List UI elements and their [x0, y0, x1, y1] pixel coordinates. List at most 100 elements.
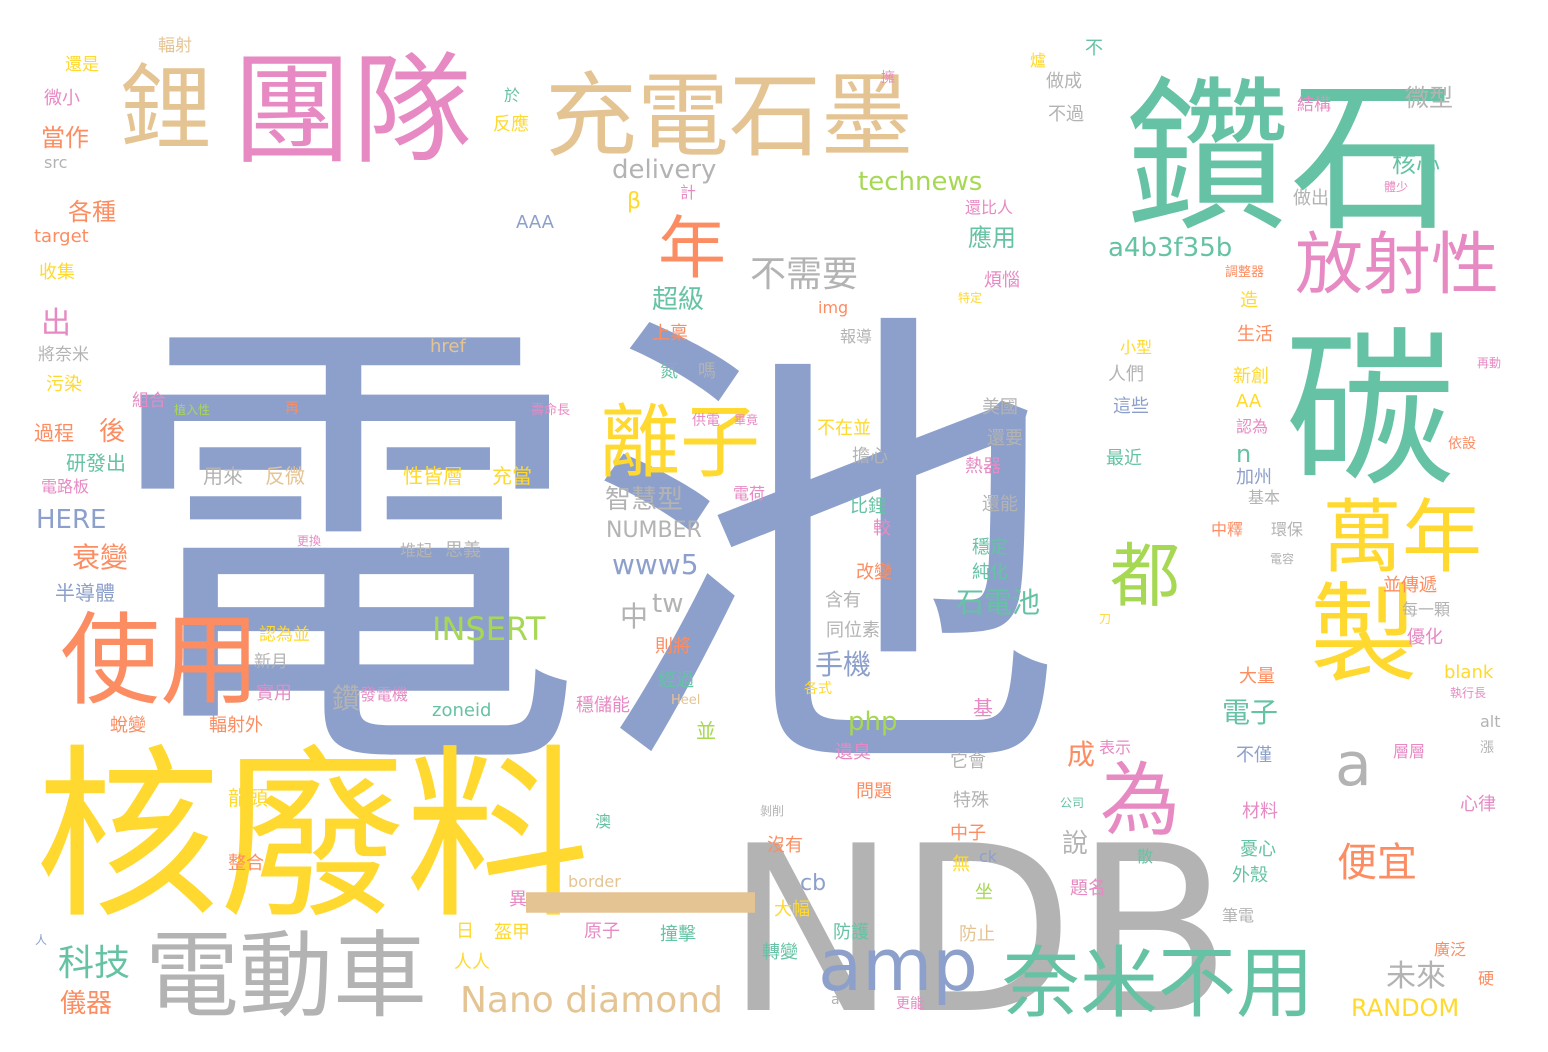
- word-29: INSERT: [432, 610, 546, 648]
- word-109: 報導: [840, 327, 872, 346]
- word-147: 日: [456, 921, 474, 942]
- word-100: 還能: [982, 494, 1018, 515]
- word-33: 科技: [58, 943, 130, 984]
- word-43: RANDOM: [1351, 994, 1459, 1022]
- word-9: 使用: [60, 602, 260, 719]
- word-87: 還要: [987, 428, 1023, 449]
- word-59: 半導體: [55, 581, 115, 605]
- word-132: 特殊: [953, 790, 989, 811]
- word-74: 擁: [881, 70, 895, 86]
- word-14: 離子: [600, 396, 760, 489]
- word-44: 電子: [1222, 696, 1278, 729]
- word-93: 改變: [856, 562, 892, 583]
- word-50: 核心: [1392, 150, 1440, 178]
- word-155: 材料: [1242, 801, 1278, 822]
- word-68: 組合: [132, 391, 166, 411]
- word-35: 衰變: [72, 541, 128, 574]
- word-116: 堆起: [400, 541, 432, 560]
- word-128: 整合: [228, 853, 264, 874]
- word-42: 未來: [1386, 959, 1446, 994]
- word-159: 題名: [1070, 878, 1106, 899]
- word-84: 這些: [1113, 396, 1149, 417]
- word-25: delivery: [612, 155, 716, 185]
- word-180: 不: [1085, 38, 1103, 59]
- word-21: Nano diamond: [460, 980, 723, 1021]
- word-82: 新創: [1233, 366, 1269, 387]
- word-163: 優化: [1407, 627, 1443, 648]
- word-13: 放射性: [1295, 226, 1499, 305]
- word-137: 坐: [975, 882, 993, 903]
- word-190: Heel: [671, 693, 700, 708]
- word-47: 鑽: [332, 682, 360, 715]
- word-193: awv: [831, 992, 859, 1008]
- word-63: 微小: [44, 88, 80, 109]
- word-151: 表示: [1099, 738, 1131, 757]
- word-5: 充電石墨: [545, 63, 913, 170]
- word-1: NDB: [725, 798, 1232, 1052]
- word-88: 熱器: [965, 456, 1001, 477]
- word-114: 性皆層: [403, 464, 463, 488]
- word-140: 防止: [959, 924, 995, 945]
- word-81: 生活: [1237, 324, 1273, 345]
- word-48: 超級: [652, 285, 704, 315]
- word-46: 成: [1067, 738, 1095, 771]
- word-156: 憂心: [1240, 839, 1276, 860]
- word-6: 鋰: [120, 55, 212, 162]
- word-79: 煩惱: [984, 270, 1020, 291]
- word-108: 上稟: [652, 323, 688, 344]
- word-55: 出: [41, 306, 71, 341]
- word-145: 異: [509, 889, 527, 910]
- word-66: 將奈米: [38, 345, 89, 365]
- word-110: 氮: [660, 361, 678, 382]
- word-39: php: [848, 707, 898, 737]
- word-62: src: [44, 153, 67, 172]
- word-40: cb: [800, 871, 826, 896]
- word-91: 比鋰: [850, 496, 886, 517]
- word-175: 大量: [1239, 666, 1275, 687]
- word-118: 電荷: [733, 484, 765, 503]
- word-37: 石電池: [956, 586, 1040, 619]
- word-24: technews: [858, 167, 982, 197]
- word-134: 沒有: [767, 835, 803, 856]
- word-162: 每一顆: [1402, 600, 1450, 619]
- word-158: 散: [1137, 847, 1153, 866]
- word-95: 同位素: [826, 620, 880, 641]
- word-92: 較: [873, 518, 891, 539]
- word-3: 鑽石: [1125, 62, 1455, 254]
- word-32: tw: [652, 589, 683, 619]
- word-85: 最近: [1106, 448, 1142, 469]
- word-181: 爐: [1030, 51, 1046, 70]
- word-67: 污染: [46, 374, 82, 395]
- word-166: alt: [1480, 712, 1501, 731]
- word-34: 儀器: [60, 989, 112, 1019]
- word-23: a4b3f35b: [1108, 233, 1232, 263]
- word-187: 畢竟: [734, 413, 758, 427]
- word-53: 各種: [68, 198, 116, 226]
- word-126: 蛻變: [110, 715, 146, 736]
- word-99: 純化: [972, 562, 1008, 583]
- word-129: 並: [696, 719, 716, 743]
- word-146: border: [568, 872, 621, 891]
- word-51: 微型: [1405, 84, 1453, 112]
- word-2: 核廢料: [35, 728, 590, 944]
- word-94: 含有: [825, 590, 861, 611]
- word-127: 龍頭: [228, 786, 268, 810]
- word-168: 廣泛: [1434, 940, 1466, 959]
- word-57: 過程: [34, 421, 74, 445]
- word-191: 刀: [1099, 612, 1111, 626]
- word-182: 計: [680, 183, 696, 202]
- word-177: 體少: [1384, 180, 1408, 194]
- word-73: 於: [504, 86, 520, 105]
- word-38: 手機: [815, 648, 871, 681]
- word-103: 認為: [1236, 417, 1268, 436]
- word-171: 再動: [1477, 356, 1501, 370]
- word-161: 並傳遞: [1383, 575, 1437, 596]
- word-30: NUMBER: [606, 518, 702, 543]
- word-36: HERE: [36, 505, 106, 535]
- word-77: 做出: [1293, 188, 1329, 209]
- word-18: 都: [1110, 535, 1180, 617]
- word-153: 層層: [1393, 742, 1425, 761]
- word-72: 反應: [493, 113, 529, 135]
- word-196: 人: [35, 933, 47, 947]
